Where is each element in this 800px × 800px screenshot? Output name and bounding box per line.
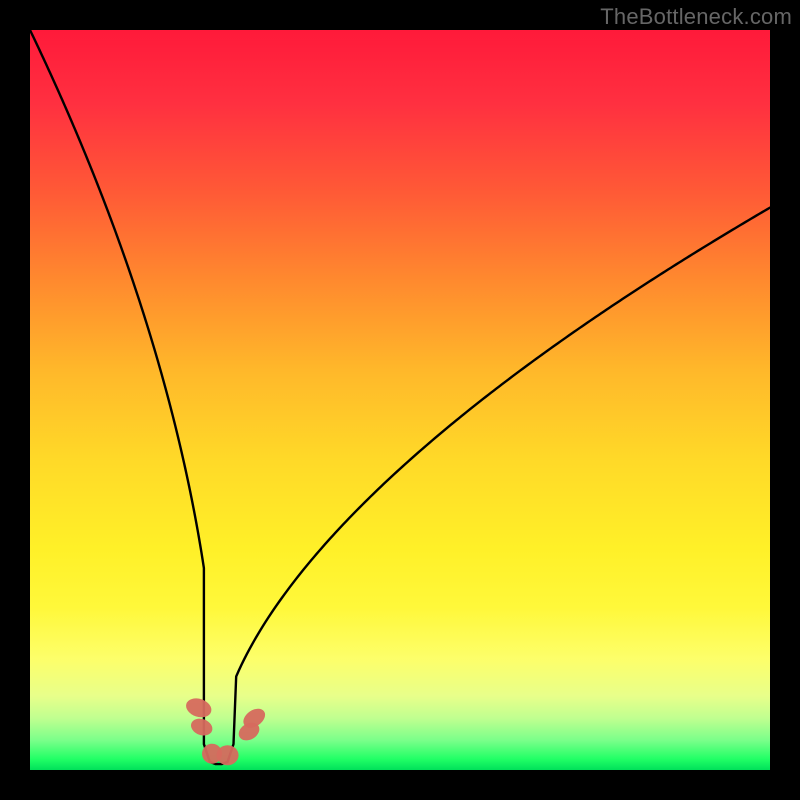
gradient-background — [30, 30, 770, 770]
watermark-text: TheBottleneck.com — [600, 4, 792, 30]
bottleneck-chart — [0, 0, 800, 800]
figure-container: TheBottleneck.com — [0, 0, 800, 800]
curve-marker — [217, 745, 239, 765]
